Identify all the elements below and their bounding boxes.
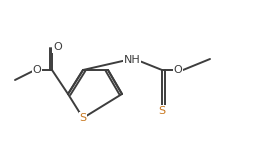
Text: S: S	[158, 106, 166, 116]
Text: O: O	[33, 65, 41, 75]
Text: NH: NH	[124, 55, 140, 65]
Text: S: S	[79, 113, 87, 123]
Text: O: O	[174, 65, 182, 75]
Text: O: O	[53, 42, 62, 52]
